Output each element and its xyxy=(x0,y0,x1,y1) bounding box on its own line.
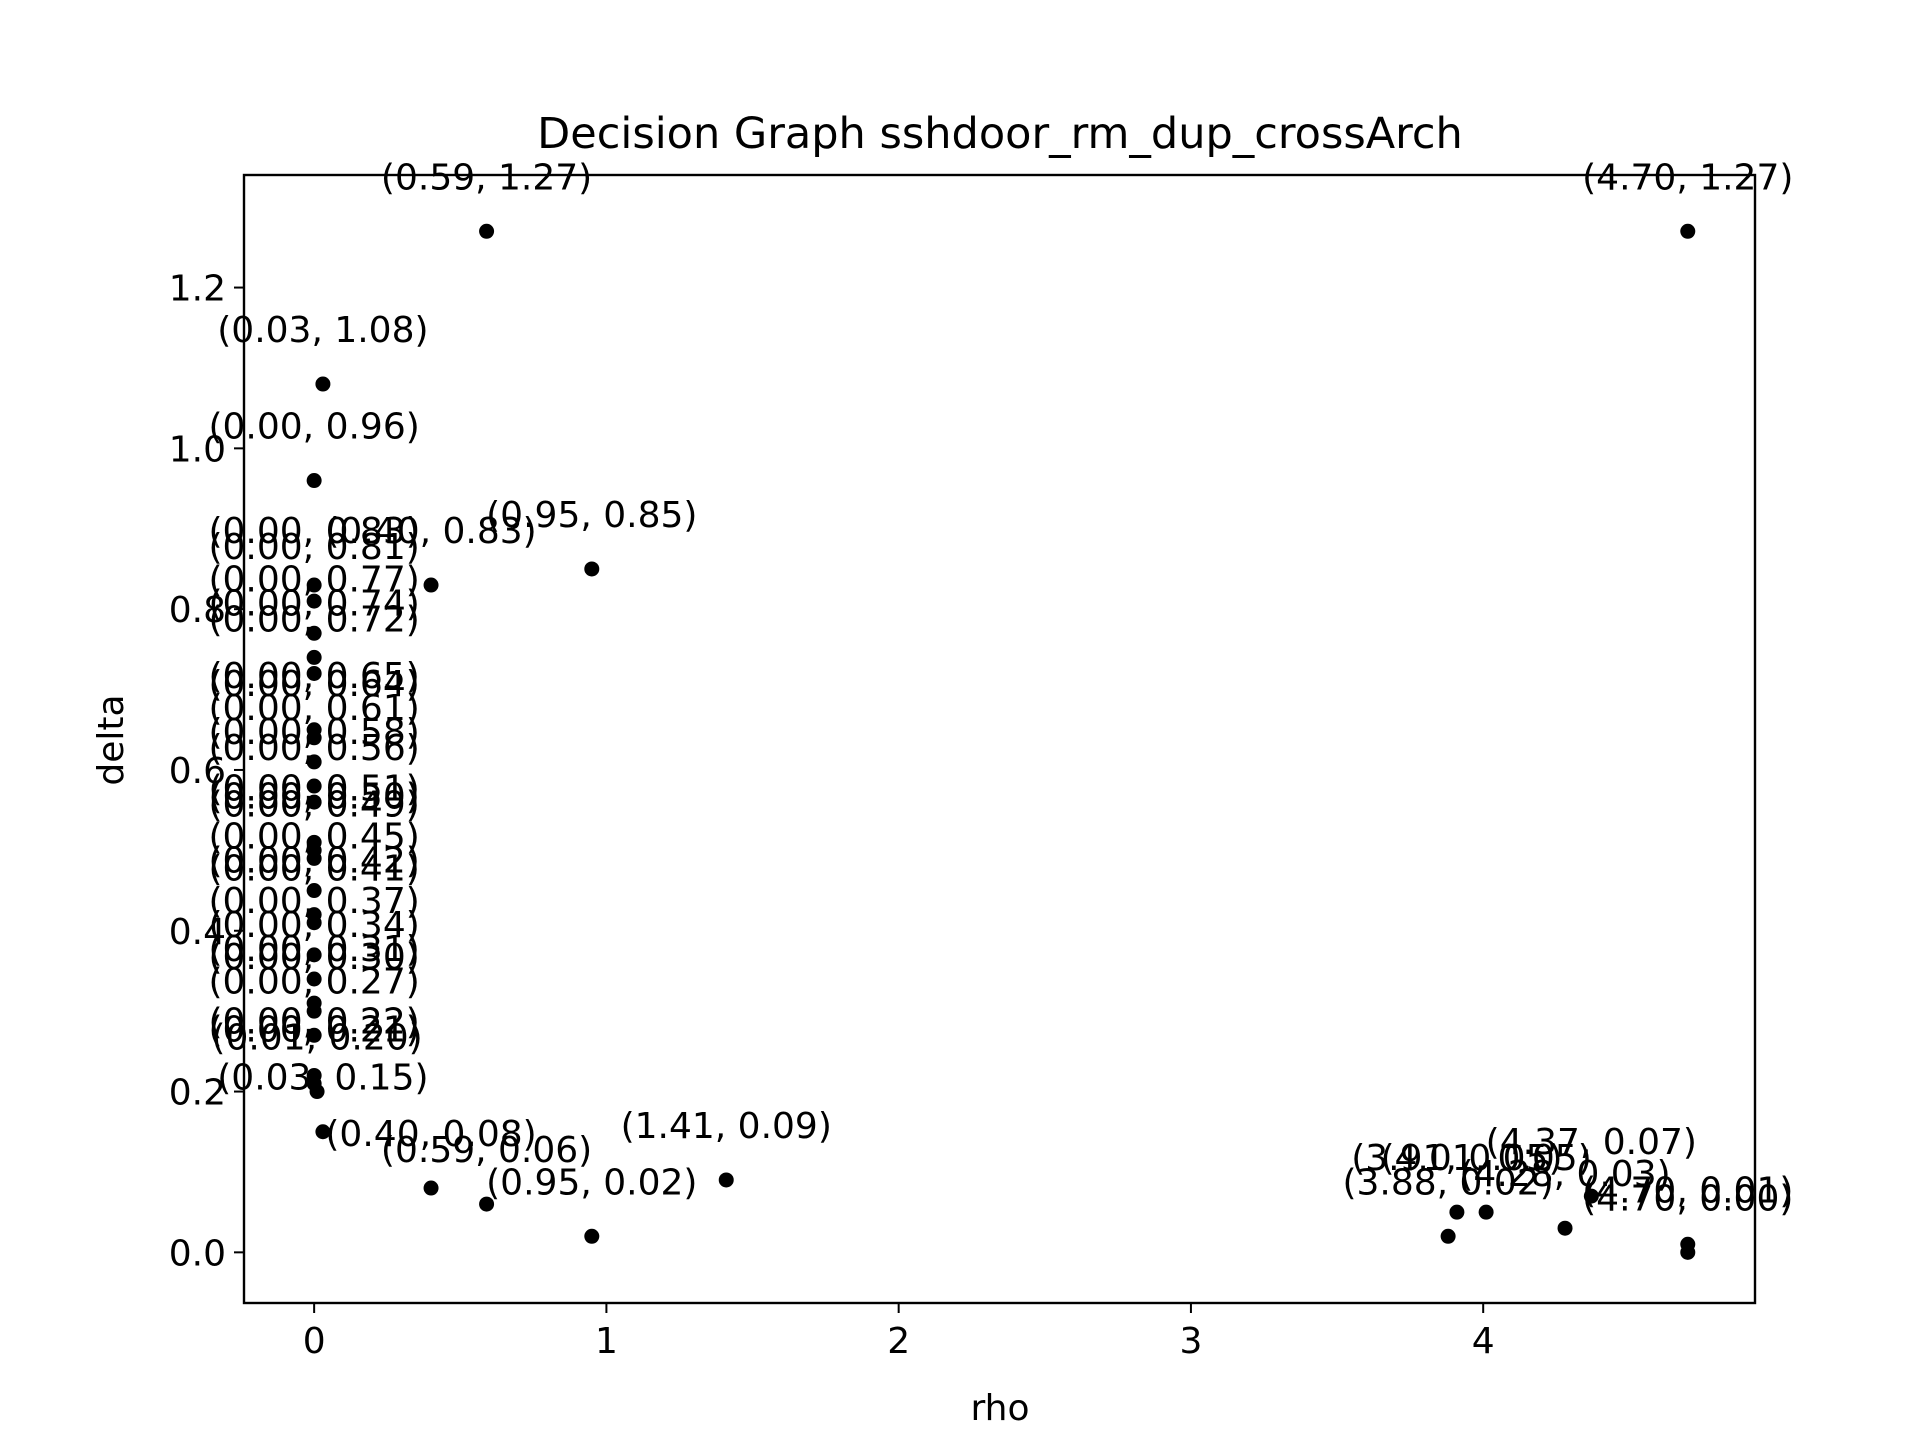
scatter-point xyxy=(423,1180,439,1196)
point-label: (4.37, 0.07) xyxy=(1486,1122,1697,1163)
point-label: (3.88, 0.02) xyxy=(1342,1162,1553,1203)
y-axis-label: delta xyxy=(91,694,132,785)
scatter-point xyxy=(309,1084,325,1100)
scatter-point xyxy=(306,754,322,770)
scatter-point xyxy=(1557,1220,1573,1236)
x-tick-label: 3 xyxy=(1179,1321,1202,1362)
scatter-point xyxy=(584,561,600,577)
scatter-point xyxy=(306,947,322,963)
x-axis: 0 1 2 3 4 xyxy=(303,1303,1495,1362)
point-label: (4.28, 0.03) xyxy=(1459,1154,1670,1195)
point-label: (0.59, 0.06) xyxy=(381,1130,592,1171)
scatter-point xyxy=(306,971,322,987)
x-axis-label: rho xyxy=(970,1388,1029,1429)
scatter-point xyxy=(423,577,439,593)
x-tick-label: 1 xyxy=(595,1321,618,1362)
scatter-point xyxy=(306,730,322,746)
scatter-point xyxy=(306,665,322,681)
scatter-point xyxy=(479,1196,495,1212)
point-label: (0.95, 0.85) xyxy=(486,495,697,536)
scatter-point xyxy=(718,1172,734,1188)
scatter-point xyxy=(306,649,322,665)
scatter-point xyxy=(306,915,322,931)
point-label: (0.00, 0.72) xyxy=(208,599,419,640)
point-label: (0.00, 0.56) xyxy=(208,728,419,769)
plot-frame xyxy=(242,173,1757,1305)
scatter-point xyxy=(306,577,322,593)
scatter-point xyxy=(479,223,495,239)
y-tick-label: 0.8 xyxy=(169,590,226,631)
point-label: (0.95, 0.02) xyxy=(486,1162,697,1203)
point-label: (3.91, 0.05) xyxy=(1351,1138,1562,1179)
scatter-point xyxy=(306,473,322,489)
point-label: (4.70, 0.01) xyxy=(1582,1170,1793,1211)
scatter-point xyxy=(306,1003,322,1019)
point-label: (4.01, 0.05) xyxy=(1380,1138,1591,1179)
y-axis: 0.0 0.2 0.4 0.6 0.8 1.0 1.2 xyxy=(169,269,244,1274)
scatter-point xyxy=(306,593,322,609)
scatter-point xyxy=(306,850,322,866)
y-tick-label: 0.4 xyxy=(169,912,226,953)
y-tick-label: 1.2 xyxy=(169,269,226,310)
scatter-point xyxy=(306,883,322,899)
y-tick-label: 0.6 xyxy=(169,751,226,792)
y-tick-label: 0.0 xyxy=(169,1233,226,1274)
point-label: (0.00, 0.96) xyxy=(208,407,419,448)
point-label: (0.01, 0.20) xyxy=(211,1018,422,1059)
scatter-point xyxy=(306,794,322,810)
point-label: (1.41, 0.09) xyxy=(621,1106,832,1147)
scatter-points xyxy=(306,223,1696,1260)
point-label: (4.70, 0.00) xyxy=(1582,1178,1793,1219)
x-tick-label: 2 xyxy=(887,1321,910,1362)
scatter-point xyxy=(1680,223,1696,239)
scatter-point xyxy=(584,1228,600,1244)
point-label: (4.70, 1.27) xyxy=(1582,157,1793,198)
scatter-point xyxy=(1449,1204,1465,1220)
scatter-point xyxy=(1583,1188,1599,1204)
scatter-point xyxy=(315,1124,331,1140)
scatter-point xyxy=(1478,1204,1494,1220)
point-label: (0.40, 0.08) xyxy=(325,1114,536,1155)
x-tick-label: 4 xyxy=(1472,1321,1495,1362)
scatter-point xyxy=(1440,1228,1456,1244)
point-label: (0.00, 0.27) xyxy=(208,961,419,1002)
point-label: (0.59, 1.27) xyxy=(381,157,592,198)
scatter-point xyxy=(306,625,322,641)
x-tick-label: 0 xyxy=(303,1321,326,1362)
scatter-point xyxy=(306,778,322,794)
chart-title: Decision Graph sshdoor_rm_dup_crossArch xyxy=(537,109,1463,159)
y-tick-label: 1.0 xyxy=(169,429,226,470)
y-tick-label: 0.2 xyxy=(169,1073,226,1114)
point-label: (0.03, 0.15) xyxy=(217,1058,428,1099)
point-label: (0.03, 1.08) xyxy=(217,310,428,351)
scatter-point xyxy=(315,376,331,392)
scatter-point xyxy=(1680,1244,1696,1260)
point-label: (0.40, 0.83) xyxy=(325,511,536,552)
scatter-point xyxy=(306,1027,322,1043)
